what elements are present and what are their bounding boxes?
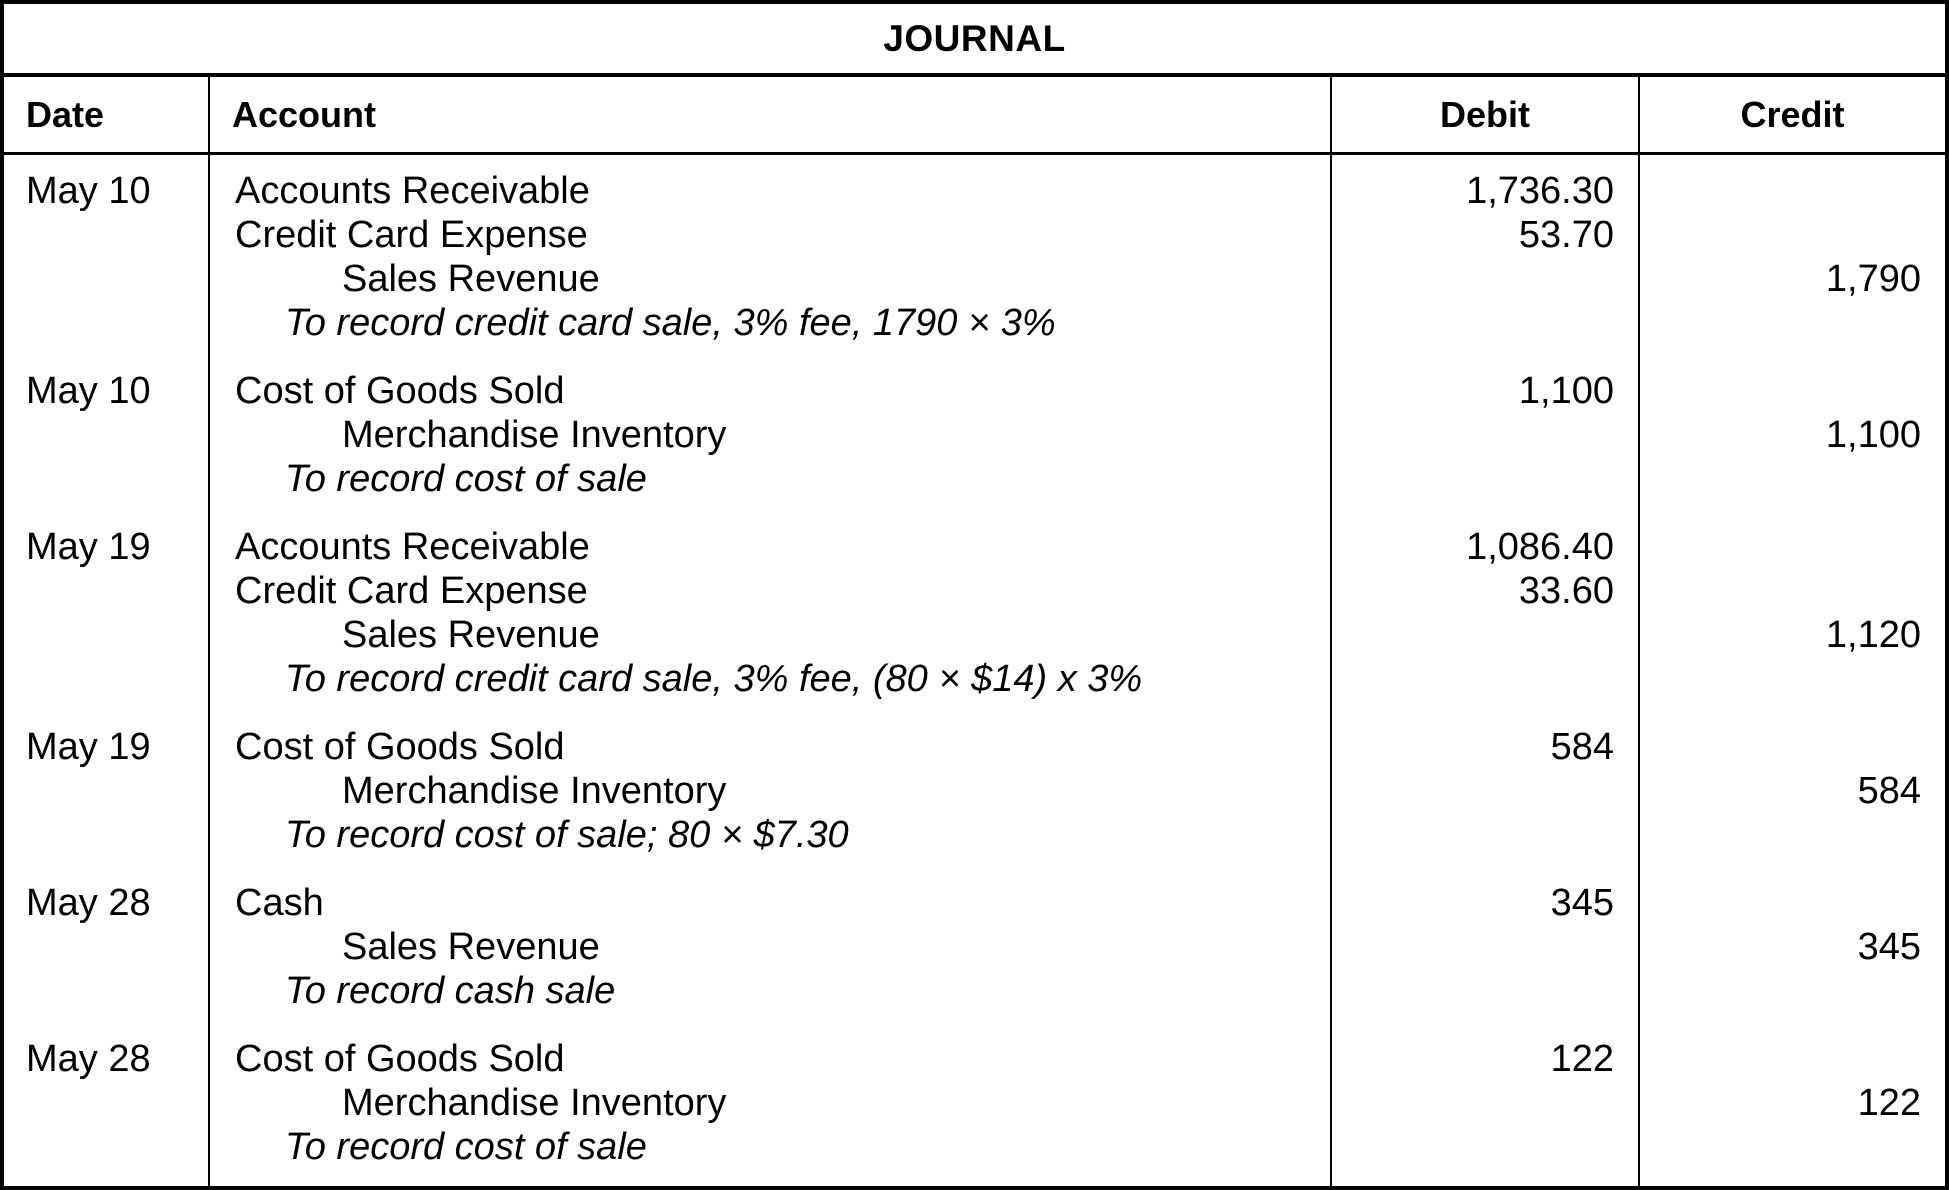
entry-date: May 10 [26, 170, 151, 212]
account-line: Credit Card Expense [235, 214, 588, 256]
debit-amount [1330, 257, 1638, 301]
entry-date: May 28 [26, 1038, 151, 1080]
debit-amount [1330, 1125, 1638, 1169]
entry-date-spacer [4, 213, 210, 257]
debit-amount [1330, 457, 1638, 501]
credit-amount [1638, 725, 1945, 769]
journal-entry: May 19 Accounts Receivable 1,086.40 Credit … [4, 513, 1945, 713]
debit-amount [1330, 769, 1638, 813]
debit-amount [1330, 969, 1638, 1013]
debit-amount: 1,736.30 [1466, 170, 1614, 212]
credit-amount [1638, 301, 1945, 345]
credit-amount [1638, 813, 1945, 857]
journal-entries: May 10 Accounts Receivable 1,736.30 Credit … [4, 157, 1945, 1181]
entry-description: To record cost of sale; 80 × $7.30 [285, 814, 849, 856]
entry-description: To record cost of sale [285, 1126, 647, 1168]
credit-amount [1638, 525, 1945, 569]
debit-amount [1330, 613, 1638, 657]
column-header-date: Date [26, 93, 105, 135]
account-line: Accounts Receivable [235, 526, 590, 568]
account-line: Cost of Goods Sold [235, 1038, 565, 1080]
journal-entry: May 19 Cost of Goods Sold 584 Merchandise I… [4, 713, 1945, 869]
credit-amount: 1,120 [1825, 614, 1921, 656]
entry-date-spacer [4, 1081, 210, 1125]
credit-amount [1638, 169, 1945, 213]
entry-date-spacer [4, 413, 210, 457]
entry-description: To record credit card sale, 3% fee, (80 … [285, 658, 1143, 700]
entry-date-spacer [4, 457, 210, 501]
entry-date-spacer [4, 769, 210, 813]
credit-amount [1638, 1037, 1945, 1081]
credit-amount: 1,790 [1825, 258, 1921, 300]
entry-date: May 10 [26, 370, 151, 412]
account-line: Sales Revenue [342, 926, 600, 968]
account-line: Merchandise Inventory [342, 1082, 727, 1124]
column-header-row: Date Account Debit Credit [4, 77, 1945, 155]
journal-entry: May 28 Cash 345 Sales Revenue 345 To record c… [4, 869, 1945, 1025]
journal-entry: May 10 Accounts Receivable 1,736.30 Credit … [4, 157, 1945, 357]
entry-date-spacer [4, 969, 210, 1013]
account-line: Merchandise Inventory [342, 770, 727, 812]
debit-amount [1330, 1081, 1638, 1125]
journal-title: JOURNAL [4, 4, 1945, 77]
credit-amount [1638, 569, 1945, 613]
column-header-account: Account [208, 77, 1330, 152]
column-header-credit: Credit [1638, 77, 1945, 152]
debit-amount [1330, 657, 1638, 701]
credit-amount [1638, 369, 1945, 413]
debit-credit-divider [1638, 155, 1640, 1186]
credit-amount [1638, 213, 1945, 257]
debit-amount [1330, 413, 1638, 457]
entry-date: May 19 [26, 526, 151, 568]
entry-description: To record cost of sale [285, 458, 647, 500]
entry-date: May 19 [26, 726, 151, 768]
credit-amount [1638, 1125, 1945, 1169]
credit-amount [1638, 881, 1945, 925]
entry-date-spacer [4, 257, 210, 301]
column-header-debit: Debit [1330, 77, 1638, 152]
date-account-divider [208, 155, 210, 1186]
credit-amount: 345 [1857, 926, 1921, 968]
account-line: Accounts Receivable [235, 170, 590, 212]
entry-date-spacer [4, 569, 210, 613]
journal-entry: May 10 Cost of Goods Sold 1,100 Merchandise… [4, 357, 1945, 513]
account-line: Merchandise Inventory [342, 414, 727, 456]
debit-amount: 1,100 [1518, 370, 1614, 412]
debit-amount: 122 [1550, 1038, 1614, 1080]
debit-amount [1330, 813, 1638, 857]
credit-amount [1638, 657, 1945, 701]
entry-date-spacer [4, 657, 210, 701]
debit-amount: 345 [1550, 882, 1614, 924]
debit-amount [1330, 925, 1638, 969]
account-line: Cash [235, 882, 324, 924]
account-line: Sales Revenue [342, 258, 600, 300]
credit-amount: 1,100 [1825, 414, 1921, 456]
credit-amount: 122 [1857, 1082, 1921, 1124]
debit-amount: 584 [1550, 726, 1614, 768]
entry-date: May 28 [26, 882, 151, 924]
debit-amount: 53.70 [1518, 214, 1614, 256]
entry-description: To record cash sale [285, 970, 616, 1012]
account-line: Credit Card Expense [235, 570, 588, 612]
entry-date-spacer [4, 1125, 210, 1169]
debit-amount: 1,086.40 [1466, 526, 1614, 568]
entry-date-spacer [4, 613, 210, 657]
entry-description: To record credit card sale, 3% fee, 1790… [285, 302, 1056, 344]
journal-entry: May 28 Cost of Goods Sold 122 Merchandise I… [4, 1025, 1945, 1181]
entry-date-spacer [4, 925, 210, 969]
credit-amount: 584 [1857, 770, 1921, 812]
account-line: Sales Revenue [342, 614, 600, 656]
entry-date-spacer [4, 301, 210, 345]
credit-amount [1638, 969, 1945, 1013]
account-line: Cost of Goods Sold [235, 370, 565, 412]
account-debit-divider [1330, 155, 1332, 1186]
credit-amount [1638, 457, 1945, 501]
debit-amount: 33.60 [1518, 570, 1614, 612]
account-line: Cost of Goods Sold [235, 726, 565, 768]
debit-amount [1330, 301, 1638, 345]
entry-date-spacer [4, 813, 210, 857]
journal-body: May 10 Accounts Receivable 1,736.30 Credit … [4, 155, 1945, 1186]
